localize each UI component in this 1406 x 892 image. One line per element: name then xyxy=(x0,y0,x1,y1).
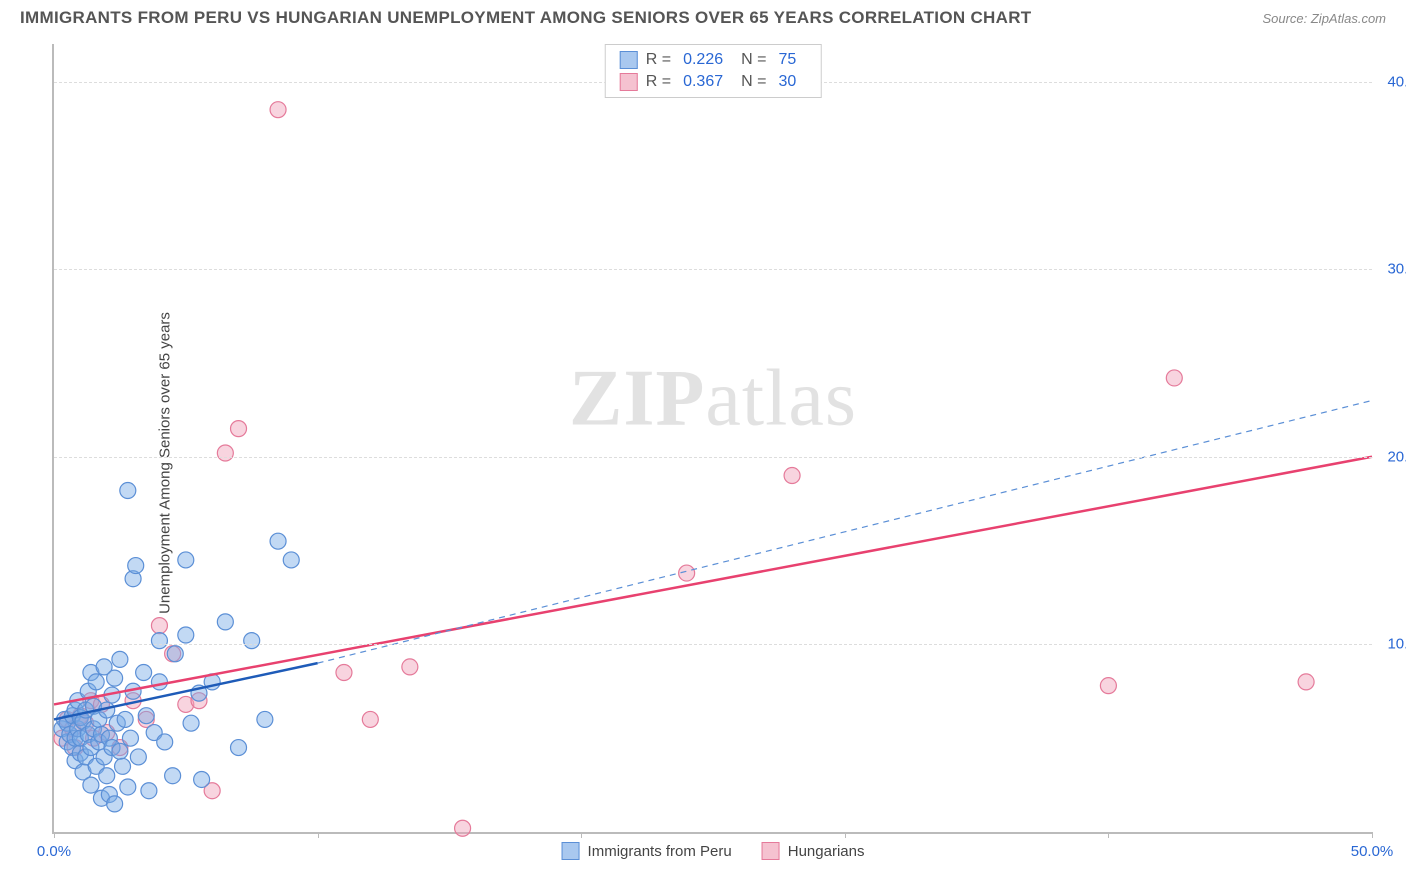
plot-area: ZIPatlas R = 0.226 N = 75 R = 0.367 N = … xyxy=(52,44,1372,834)
y-tick-label: 30.0% xyxy=(1387,261,1406,278)
peru-point xyxy=(112,651,128,667)
hungarian-point xyxy=(336,665,352,681)
swatch-hungarian-bottom xyxy=(762,842,780,860)
peru-point xyxy=(107,670,123,686)
peru-point xyxy=(136,665,152,681)
hungarian-point xyxy=(455,820,471,836)
swatch-peru-bottom xyxy=(562,842,580,860)
peru-point xyxy=(88,674,104,690)
y-tick-label: 10.0% xyxy=(1387,636,1406,653)
stats-legend: R = 0.226 N = 75 R = 0.367 N = 30 xyxy=(605,44,822,98)
peru-point xyxy=(151,674,167,690)
peru-point xyxy=(83,777,99,793)
legend-label-peru: Immigrants from Peru xyxy=(588,843,732,860)
peru-point xyxy=(120,483,136,499)
swatch-hungarian xyxy=(620,73,638,91)
legend-item-hungarian: Hungarians xyxy=(762,842,865,860)
y-tick-label: 40.0% xyxy=(1387,73,1406,90)
peru-point xyxy=(165,768,181,784)
peru-point xyxy=(117,711,133,727)
peru-point xyxy=(244,633,260,649)
peru-point xyxy=(120,779,136,795)
chart-container: Unemployment Among Seniors over 65 years… xyxy=(0,34,1406,892)
peru-point xyxy=(231,740,247,756)
peru-point xyxy=(157,734,173,750)
x-tick-label: 50.0% xyxy=(1351,843,1394,860)
hungarian-point xyxy=(231,421,247,437)
peru-point xyxy=(130,749,146,765)
hungarian-point xyxy=(402,659,418,675)
peru-point xyxy=(194,771,210,787)
hungarian-point xyxy=(1298,674,1314,690)
peru-point xyxy=(283,552,299,568)
x-tick-label: 0.0% xyxy=(37,843,71,860)
bottom-legend: Immigrants from Peru Hungarians xyxy=(562,842,865,860)
legend-item-peru: Immigrants from Peru xyxy=(562,842,732,860)
hungarian-point xyxy=(362,711,378,727)
peru-point xyxy=(138,708,154,724)
peru-point xyxy=(151,633,167,649)
y-tick-label: 20.0% xyxy=(1387,448,1406,465)
peru-point xyxy=(178,552,194,568)
stats-row-peru: R = 0.226 N = 75 xyxy=(620,49,807,71)
peru-point xyxy=(167,646,183,662)
peru-point xyxy=(115,758,131,774)
hungarian-point xyxy=(151,618,167,634)
swatch-peru xyxy=(620,51,638,69)
hungarian-point xyxy=(217,445,233,461)
peru-point xyxy=(99,768,115,784)
hungarian-point xyxy=(784,468,800,484)
hungarian-point xyxy=(270,102,286,118)
peru-point xyxy=(141,783,157,799)
plot-svg xyxy=(54,44,1372,832)
hungarian-point xyxy=(1166,370,1182,386)
hungarian-point xyxy=(1100,678,1116,694)
source-label: Source: ZipAtlas.com xyxy=(1262,11,1386,26)
peru-point xyxy=(122,730,138,746)
peru-point xyxy=(270,533,286,549)
peru-point xyxy=(178,627,194,643)
stats-row-hungarian: R = 0.367 N = 30 xyxy=(620,71,807,93)
peru-point xyxy=(112,743,128,759)
legend-label-hungarian: Hungarians xyxy=(788,843,865,860)
peru-point xyxy=(217,614,233,630)
peru-point xyxy=(128,558,144,574)
peru-point xyxy=(107,796,123,812)
peru-point xyxy=(257,711,273,727)
peru-point xyxy=(183,715,199,731)
chart-title: IMMIGRANTS FROM PERU VS HUNGARIAN UNEMPL… xyxy=(20,8,1031,28)
